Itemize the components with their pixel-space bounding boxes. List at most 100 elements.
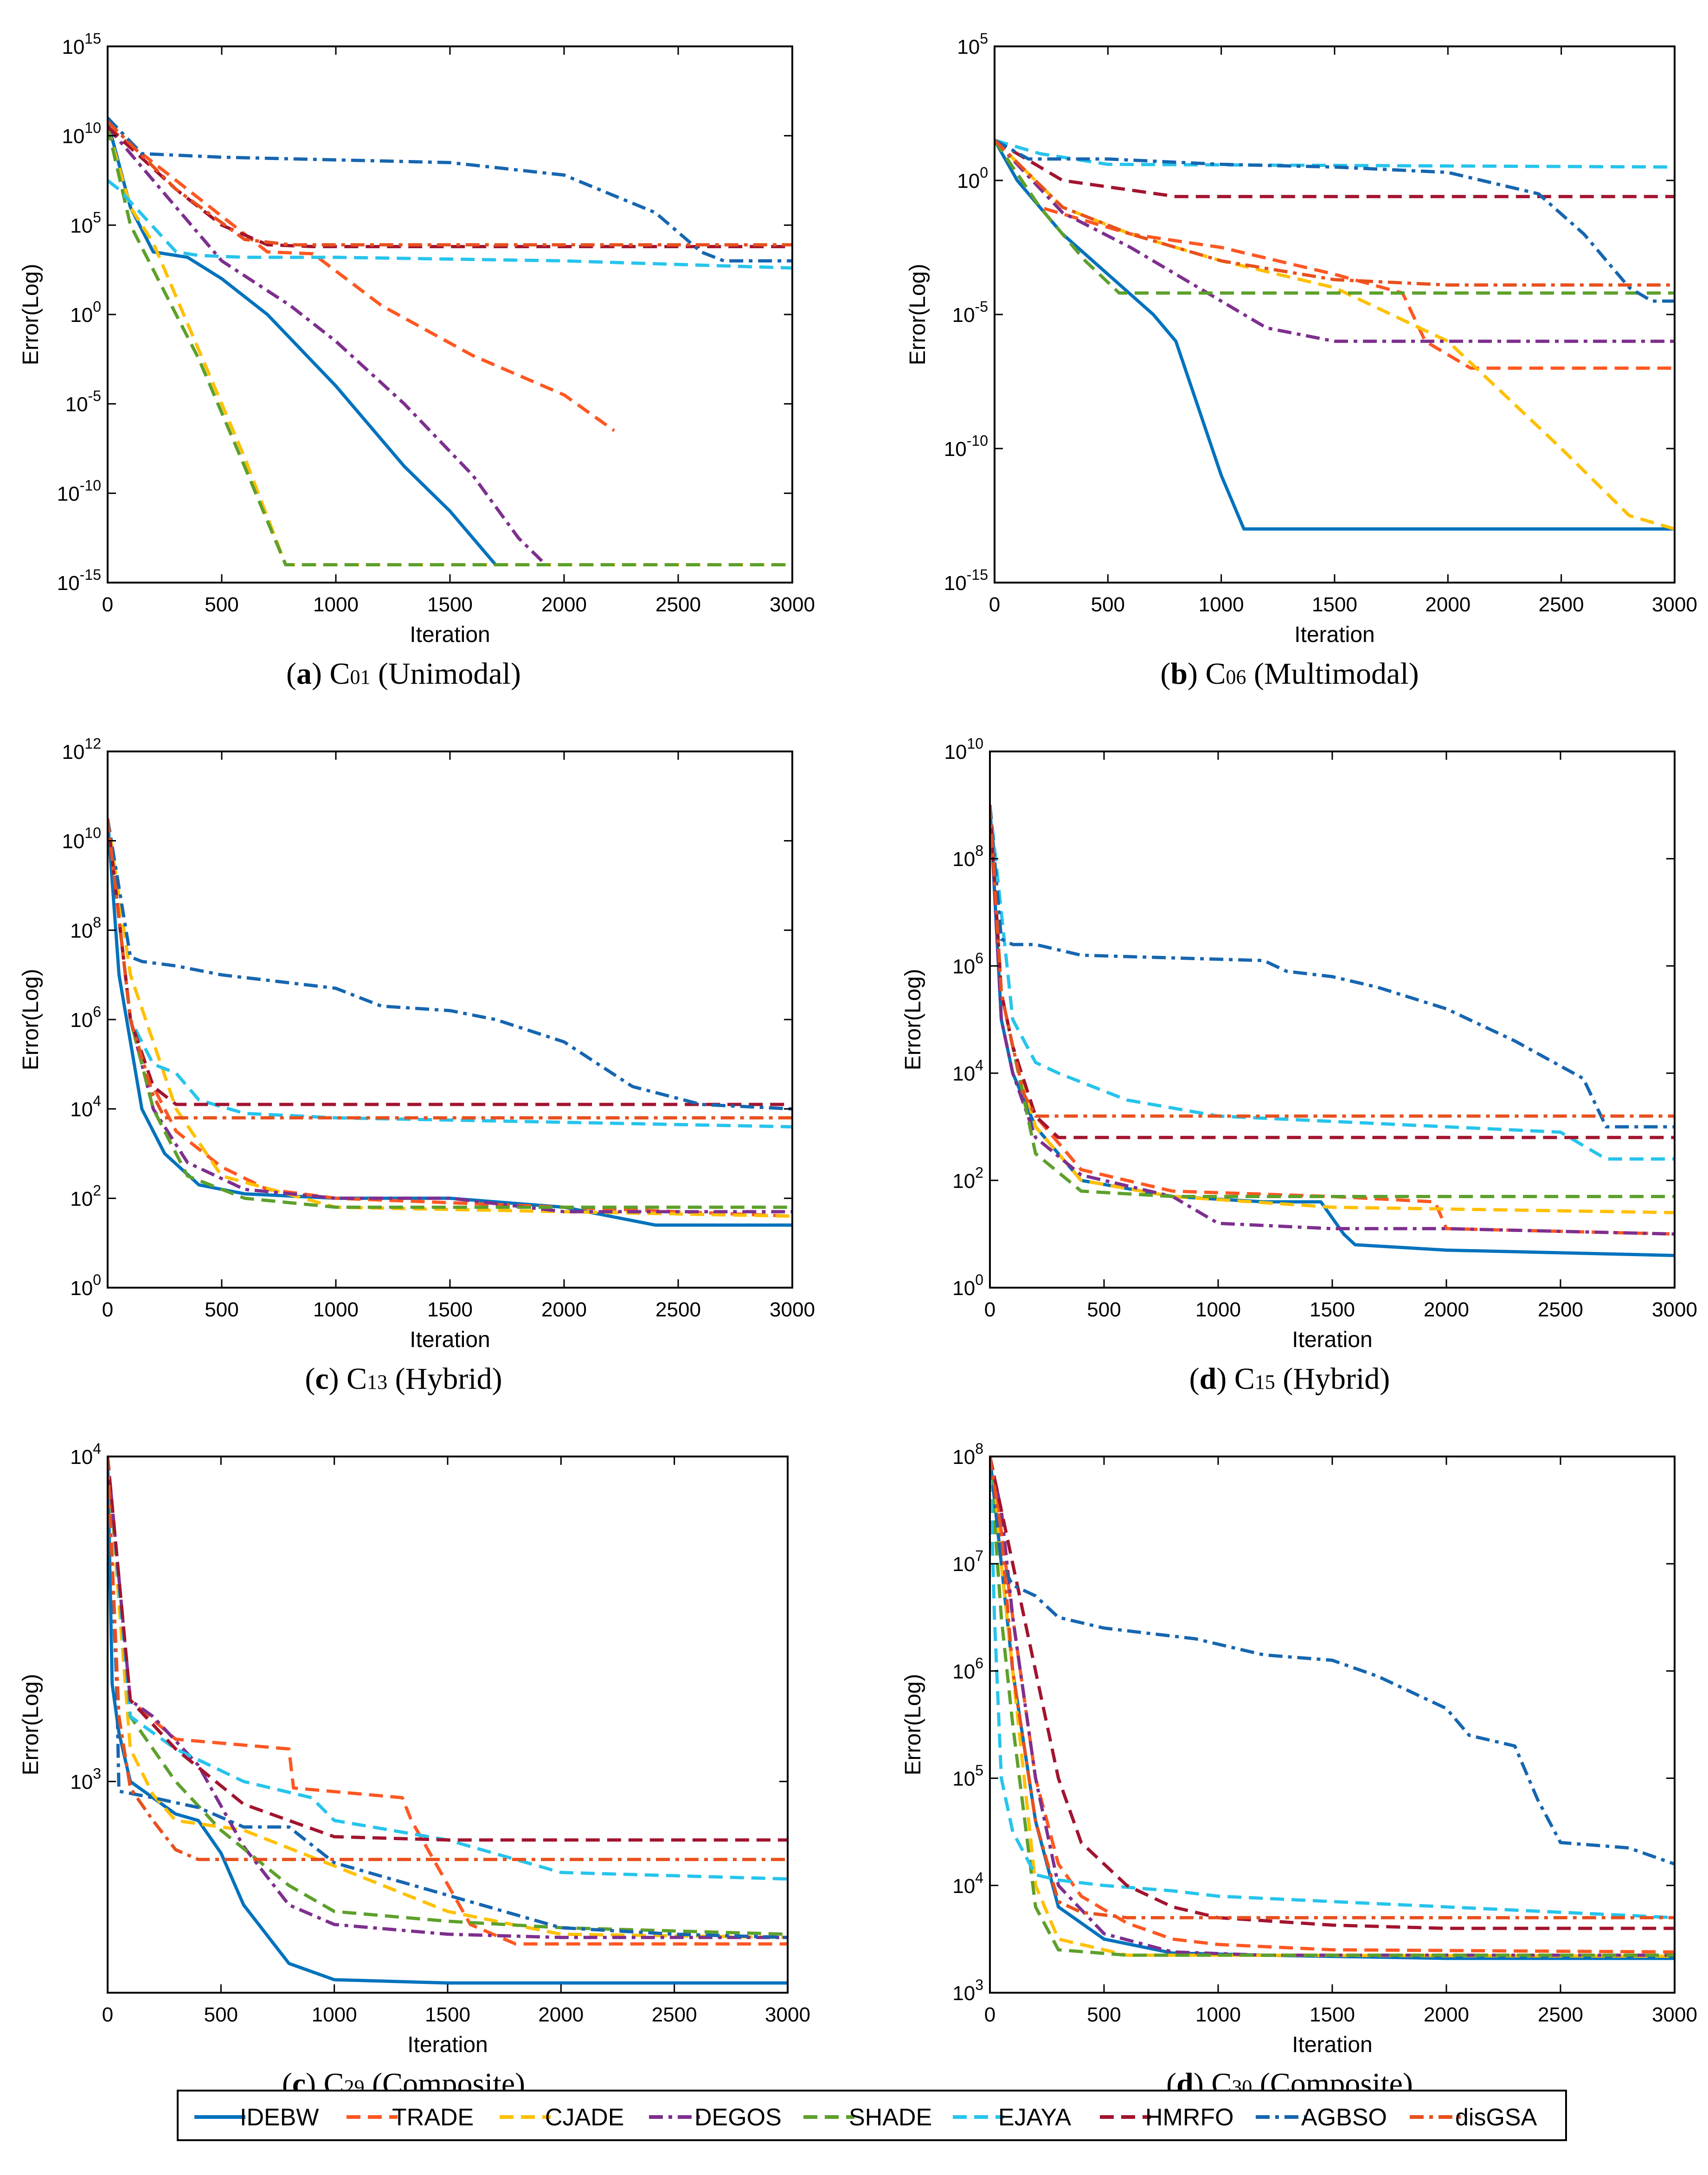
x-tick-label: 500	[205, 1298, 238, 1321]
x-tick-label: 3000	[770, 1298, 815, 1321]
series-line-agbso	[108, 116, 792, 263]
x-axis-label: Iteration	[1294, 622, 1374, 647]
x-tick-label: 2000	[1424, 2003, 1469, 2026]
x-tick-label: 500	[204, 2003, 238, 2026]
series-group	[108, 818, 792, 1227]
legend: IDEBW TRADE CJADE DEGOS SHADE EJAYA HMRF…	[177, 2090, 1567, 2141]
y-tick-label: 108	[70, 914, 101, 942]
x-tick-label: 2500	[655, 1298, 701, 1321]
legend-swatch	[194, 2115, 245, 2119]
x-axis-label: Iteration	[410, 622, 490, 647]
series-line-agbso	[108, 1456, 788, 1939]
x-tick-label: 500	[1091, 593, 1125, 616]
series-line-trade	[990, 1456, 1675, 1954]
x-axis-label: Iteration	[410, 1328, 490, 1352]
x-tick-label: 3000	[1652, 593, 1697, 616]
y-tick-label: 1012	[62, 735, 101, 763]
x-tick-label: 2500	[1538, 1298, 1583, 1321]
y-tick-label: 10-15	[944, 566, 988, 595]
series-line-agbso	[995, 139, 1675, 303]
y-axis-label: Error(Log)	[19, 1674, 43, 1776]
series-line-ejaya	[990, 1456, 1675, 1919]
y-tick-label: 103	[70, 1765, 101, 1794]
x-tick-label: 2000	[1425, 593, 1470, 616]
legend-swatch	[1410, 2115, 1461, 2119]
y-tick-label: 1015	[62, 30, 101, 58]
chart-panel-1: 0 500 1000 1500 2000 2500 3000 1015 1010 105 100 10…	[19, 30, 815, 647]
x-axis-label: Iteration	[407, 2033, 488, 2057]
x-tick-label: 2000	[538, 2003, 584, 2026]
x-tick-label: 1000	[313, 1298, 359, 1321]
x-tick-label: 500	[1087, 1298, 1121, 1321]
series-line-disgsa	[108, 120, 792, 247]
y-tick-label: 105	[952, 1762, 983, 1790]
x-tick-label: 2500	[1539, 593, 1584, 616]
x-tick-label: 0	[984, 1298, 995, 1321]
y-tick-label: 10-5	[952, 298, 988, 327]
series-group	[108, 116, 792, 566]
y-tick-label: 102	[952, 1164, 983, 1193]
series-line-shade	[108, 1456, 788, 1936]
x-tick-label: 3000	[770, 593, 815, 616]
y-tick-label: 106	[952, 1655, 983, 1683]
x-tick-label: 1500	[425, 2003, 470, 2026]
x-tick-label: 1500	[427, 593, 473, 616]
legend-swatch	[1256, 2115, 1307, 2119]
series-line-shade	[995, 139, 1675, 295]
y-tick-label: 100	[957, 164, 988, 192]
series-line-trade	[995, 139, 1675, 370]
plot-area	[108, 46, 792, 583]
x-tick-label: 2000	[541, 593, 587, 616]
x-tick-label: 500	[205, 593, 238, 616]
y-tick-label: 10-10	[944, 432, 988, 461]
y-axis-label: Error(Log)	[19, 969, 43, 1071]
legend-swatch	[500, 2115, 551, 2119]
series-line-agbso	[108, 818, 792, 1111]
y-tick-label: 100	[70, 1271, 101, 1300]
y-axis-label: Error(Log)	[19, 264, 43, 366]
caption-d: (d) C15 (Hybrid)	[1189, 1362, 1390, 1396]
series-line-disgsa	[108, 818, 792, 1120]
x-tick-label: 1000	[1195, 2003, 1241, 2026]
x-tick-label: 0	[102, 1298, 113, 1321]
y-tick-label: 103	[952, 1976, 983, 2005]
series-line-disgsa	[990, 1456, 1675, 1919]
series-line-degos	[108, 1456, 788, 1939]
y-tick-label: 10-10	[57, 477, 101, 505]
x-tick-label: 1000	[312, 2003, 357, 2026]
x-tick-label: 1500	[1310, 2003, 1355, 2026]
x-tick-label: 2000	[1424, 1298, 1469, 1321]
y-tick-label: 1010	[62, 120, 101, 148]
x-tick-label: 0	[102, 593, 113, 616]
legend-swatch	[803, 2115, 854, 2119]
legend-swatch	[953, 2115, 1004, 2119]
legend-swatch	[347, 2115, 398, 2119]
series-line-disgsa	[995, 139, 1675, 287]
series-line-idebw	[995, 139, 1675, 531]
y-tick-label: 10-5	[65, 388, 101, 416]
y-tick-label: 108	[952, 842, 983, 871]
caption-b: (b) C06 (Multimodal)	[1160, 657, 1419, 691]
x-tick-label: 1000	[1199, 593, 1244, 616]
series-line-hmrfo	[990, 1456, 1675, 1930]
series-line-disgsa	[990, 805, 1675, 1118]
x-tick-label: 2000	[541, 1298, 587, 1321]
chart-panel-2: 0 500 1000 1500 2000 2500 3000 105 100 10-5 10-10 1…	[905, 30, 1697, 647]
y-axis-label: Error(Log)	[905, 264, 930, 366]
chart-panel-4: 0 500 1000 1500 2000 2500 3000 1010 108 106 104 102…	[901, 735, 1697, 1352]
y-tick-label: 105	[957, 30, 988, 58]
series-line-shade	[108, 126, 792, 566]
chart-panel-6: 0 500 1000 1500 2000 2500 3000 108 107 106 105 104 1…	[901, 1440, 1697, 2057]
y-tick-label: 102	[70, 1182, 101, 1210]
y-tick-label: 104	[952, 1057, 983, 1085]
x-axis-label: Iteration	[1292, 1328, 1372, 1352]
x-tick-label: 2500	[1538, 2003, 1583, 2026]
x-tick-label: 1500	[1312, 593, 1357, 616]
y-tick-label: 108	[952, 1440, 983, 1469]
x-tick-label: 0	[989, 593, 1000, 616]
x-tick-label: 3000	[765, 2003, 810, 2026]
series-line-idebw	[108, 1456, 788, 1985]
series-line-agbso	[990, 1456, 1675, 1866]
y-tick-label: 104	[70, 1440, 101, 1469]
series-line-degos	[995, 139, 1675, 343]
